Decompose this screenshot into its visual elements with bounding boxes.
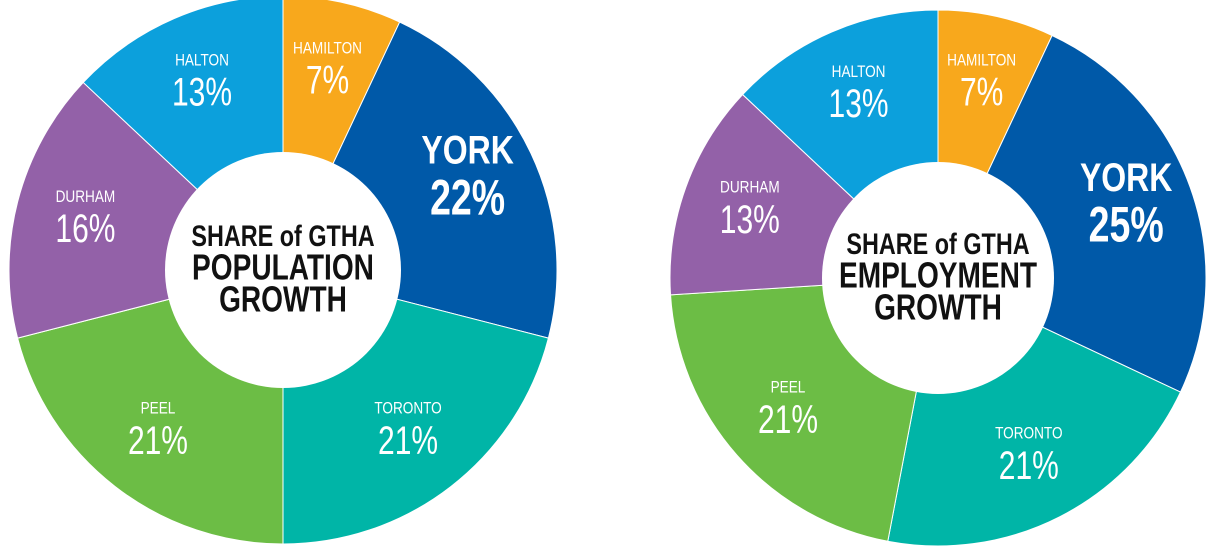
chart-title: SHARE of GTHA: [191, 219, 374, 252]
slice-name: DURHAM: [56, 187, 116, 206]
slice-value: 13%: [720, 198, 780, 242]
label-group: TORONTO: [374, 399, 441, 418]
label-group: 21%: [378, 419, 438, 463]
label-group: GROWTH: [874, 287, 1002, 327]
label-group: 21%: [128, 419, 188, 463]
slice-name: HAMILTON: [947, 51, 1016, 70]
label-group: SHARE of GTHA: [846, 227, 1029, 260]
slice-value: 22%: [430, 170, 505, 225]
chart-title: POPULATION: [192, 247, 374, 287]
label-group: 13%: [720, 198, 780, 242]
slice-value: 21%: [128, 419, 188, 463]
slice-value: 21%: [758, 398, 818, 442]
label-group: 13%: [172, 70, 232, 114]
label-group: 16%: [55, 207, 115, 251]
chart-title: EMPLOYMENT: [839, 255, 1037, 295]
label-group: HAMILTON: [947, 51, 1016, 70]
slice-value: 21%: [378, 419, 438, 463]
label-group: SHARE of GTHA: [191, 219, 374, 252]
label-group: TORONTO: [995, 424, 1062, 443]
slice-value: 7%: [960, 70, 1003, 114]
slice-name: YORK: [1080, 154, 1172, 199]
label-group: DURHAM: [720, 178, 780, 197]
label-group: 21%: [758, 398, 818, 442]
label-group: DURHAM: [56, 187, 116, 206]
label-group: EMPLOYMENT: [839, 255, 1037, 295]
donut-chart: HAMILTON7%YORK25%TORONTO21%PEEL21%DURHAM…: [669, 9, 1207, 546]
slice-name: DURHAM: [720, 178, 780, 197]
slice-name: PEEL: [771, 378, 806, 397]
label-group: HAMILTON: [293, 39, 362, 58]
donut-hole: [822, 162, 1054, 394]
donut-chart: HAMILTON7%YORK22%TORONTO21%PEEL21%DURHAM…: [8, 0, 558, 545]
label-group: 7%: [306, 58, 349, 102]
label-group: GROWTH: [219, 279, 347, 319]
label-group: PEEL: [141, 399, 176, 418]
label-group: 25%: [1089, 197, 1164, 252]
donut-hole: [165, 152, 401, 388]
label-group: HALTON: [175, 51, 229, 70]
label-group: YORK: [421, 127, 513, 172]
slice-value: 21%: [999, 444, 1059, 488]
chart-title: GROWTH: [219, 279, 347, 319]
slice-name: TORONTO: [374, 399, 441, 418]
label-group: 22%: [430, 170, 505, 225]
slice-name: HAMILTON: [293, 39, 362, 58]
slice-name: PEEL: [141, 399, 176, 418]
slice-name: HALTON: [175, 51, 229, 70]
slice-name: TORONTO: [995, 424, 1062, 443]
label-group: YORK: [1080, 154, 1172, 199]
slice-value: 16%: [55, 207, 115, 251]
label-group: POPULATION: [192, 247, 374, 287]
label-group: HALTON: [832, 63, 886, 82]
label-group: 13%: [829, 82, 889, 126]
slice-value: 13%: [829, 82, 889, 126]
chart-title: SHARE of GTHA: [846, 227, 1029, 260]
slice-name: HALTON: [832, 63, 886, 82]
slice-value: 7%: [306, 58, 349, 102]
chart-title: GROWTH: [874, 287, 1002, 327]
slice-name: YORK: [421, 127, 513, 172]
label-group: 21%: [999, 444, 1059, 488]
slice-value: 13%: [172, 70, 232, 114]
label-group: 7%: [960, 70, 1003, 114]
label-group: PEEL: [771, 378, 806, 397]
slice-value: 25%: [1089, 197, 1164, 252]
